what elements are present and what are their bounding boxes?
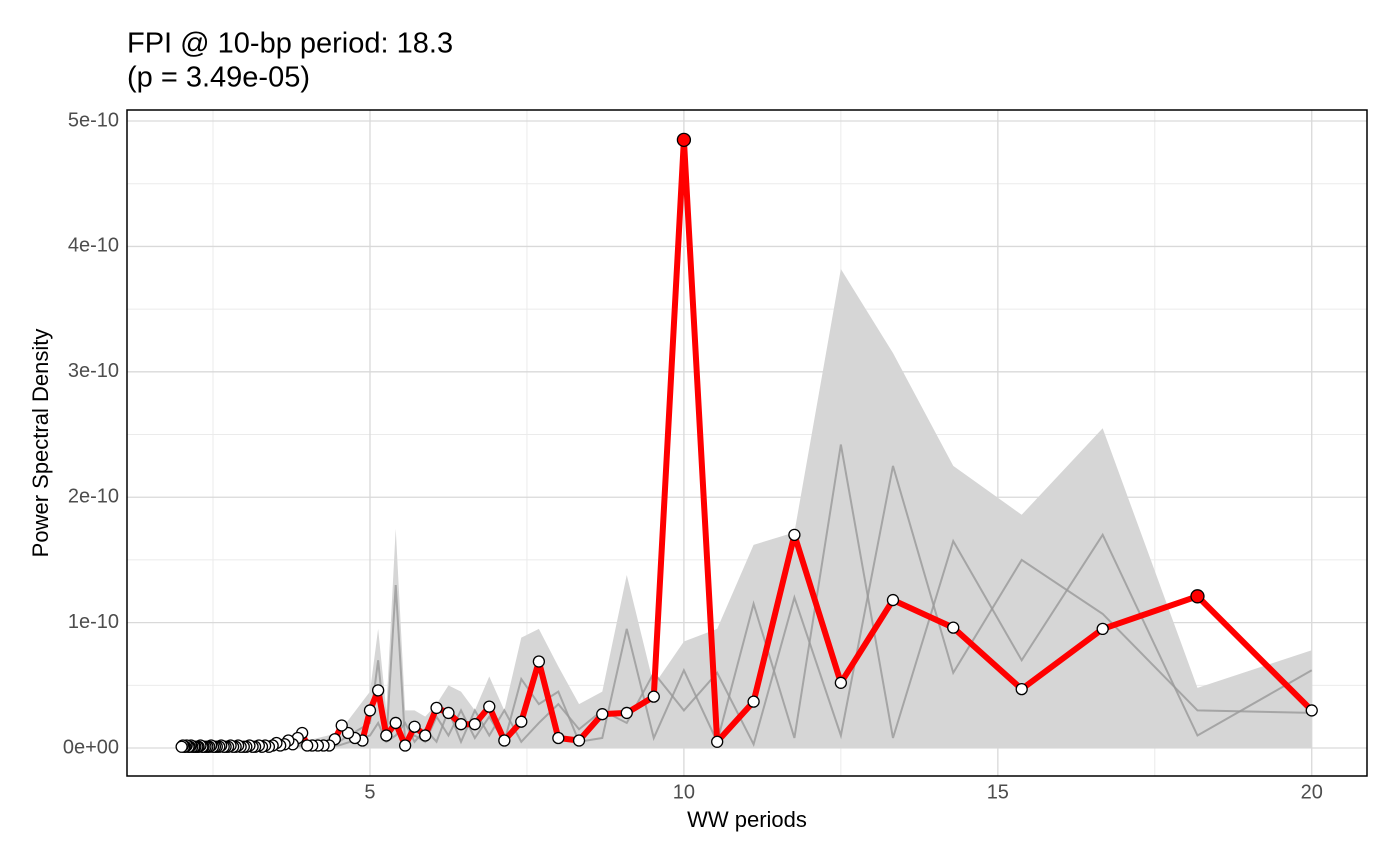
point [398, 739, 412, 752]
point [419, 729, 432, 742]
point [335, 719, 348, 732]
point [175, 740, 188, 753]
y-axis-label: Power Spectral Density [28, 329, 53, 558]
point [363, 704, 377, 717]
point [596, 708, 609, 721]
point [647, 690, 660, 703]
point [430, 701, 443, 715]
point [747, 695, 760, 708]
point [572, 734, 586, 747]
y-tick-label: 0e+00 [63, 736, 119, 758]
point [498, 734, 511, 747]
y-tick-label: 3e-10 [68, 360, 119, 382]
point [620, 706, 633, 720]
point [301, 739, 314, 752]
point [552, 731, 565, 745]
x-tick-label: 5 [364, 781, 375, 803]
null-band [181, 269, 1312, 749]
chart-subtitle: (p = 3.49e-05) [127, 62, 310, 94]
point [711, 735, 724, 748]
point [1305, 704, 1318, 717]
chart-title: FPI @ 10-bp period: 18.3 [127, 28, 453, 60]
x-axis-label: WW periods [687, 807, 807, 832]
point [468, 718, 481, 731]
plot-border [126, 109, 1368, 777]
point [1096, 622, 1109, 636]
y-tick-label: 4e-10 [68, 235, 119, 257]
y-tick-label: 2e-10 [68, 486, 119, 508]
point [380, 729, 393, 742]
point [947, 621, 960, 634]
x-tick-label: 10 [673, 781, 695, 803]
point [1015, 682, 1028, 696]
point [454, 718, 468, 731]
point [442, 706, 455, 720]
point [408, 720, 421, 733]
point [788, 528, 801, 542]
point [515, 715, 528, 728]
point [532, 655, 546, 668]
y-tick-label: 1e-10 [68, 611, 119, 633]
x-tick-label: 20 [1301, 781, 1323, 803]
highlight-point [676, 132, 692, 147]
point [371, 684, 385, 697]
x-tick-label: 15 [987, 781, 1009, 803]
point [834, 676, 848, 689]
point [483, 700, 496, 713]
y-tick-label: 5e-10 [68, 109, 119, 131]
highlight-point [1190, 589, 1205, 604]
point [389, 716, 402, 730]
point [886, 593, 900, 607]
